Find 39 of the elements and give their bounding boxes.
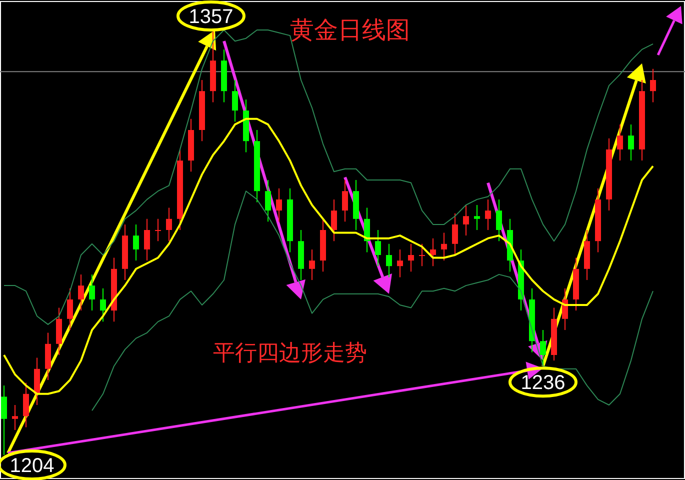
candlestick [23, 382, 29, 428]
candlestick [452, 212, 458, 256]
candlestick [309, 248, 315, 280]
candlestick [408, 243, 414, 272]
candlestick [133, 224, 139, 262]
candlestick [67, 288, 73, 330]
candlestick [650, 68, 656, 103]
candlestick [397, 248, 403, 278]
candlestick [419, 243, 425, 267]
annotation: 1357 [188, 6, 234, 28]
annotation: 1204 [10, 455, 54, 477]
candlestick [342, 180, 348, 222]
candlestick [144, 218, 150, 262]
annotation: 平行四边形走势 [213, 341, 367, 366]
candlestick [12, 404, 18, 430]
candlestick [375, 230, 381, 267]
candlestick [100, 288, 106, 322]
candlestick [89, 274, 95, 312]
candlestick [276, 188, 282, 222]
candlestick [474, 204, 480, 230]
candlestick [232, 80, 238, 122]
candlestick [463, 204, 469, 236]
candlestick [485, 198, 491, 230]
candlestick [617, 124, 623, 162]
chart-title: 黄金日线图 [290, 16, 410, 44]
candlestick [78, 274, 84, 312]
candlestick [1, 385, 7, 456]
candlestick [331, 198, 337, 242]
candlestick [562, 288, 568, 330]
candlestick [166, 207, 172, 242]
candlestick [265, 180, 271, 222]
candlestick [430, 238, 436, 267]
candlestick [540, 330, 546, 367]
candlestick [441, 232, 447, 262]
candlestick [386, 243, 392, 278]
annotation: 1236 [520, 372, 566, 394]
candlestick [496, 198, 502, 242]
candlestick [155, 218, 161, 242]
candlestick [628, 124, 634, 162]
